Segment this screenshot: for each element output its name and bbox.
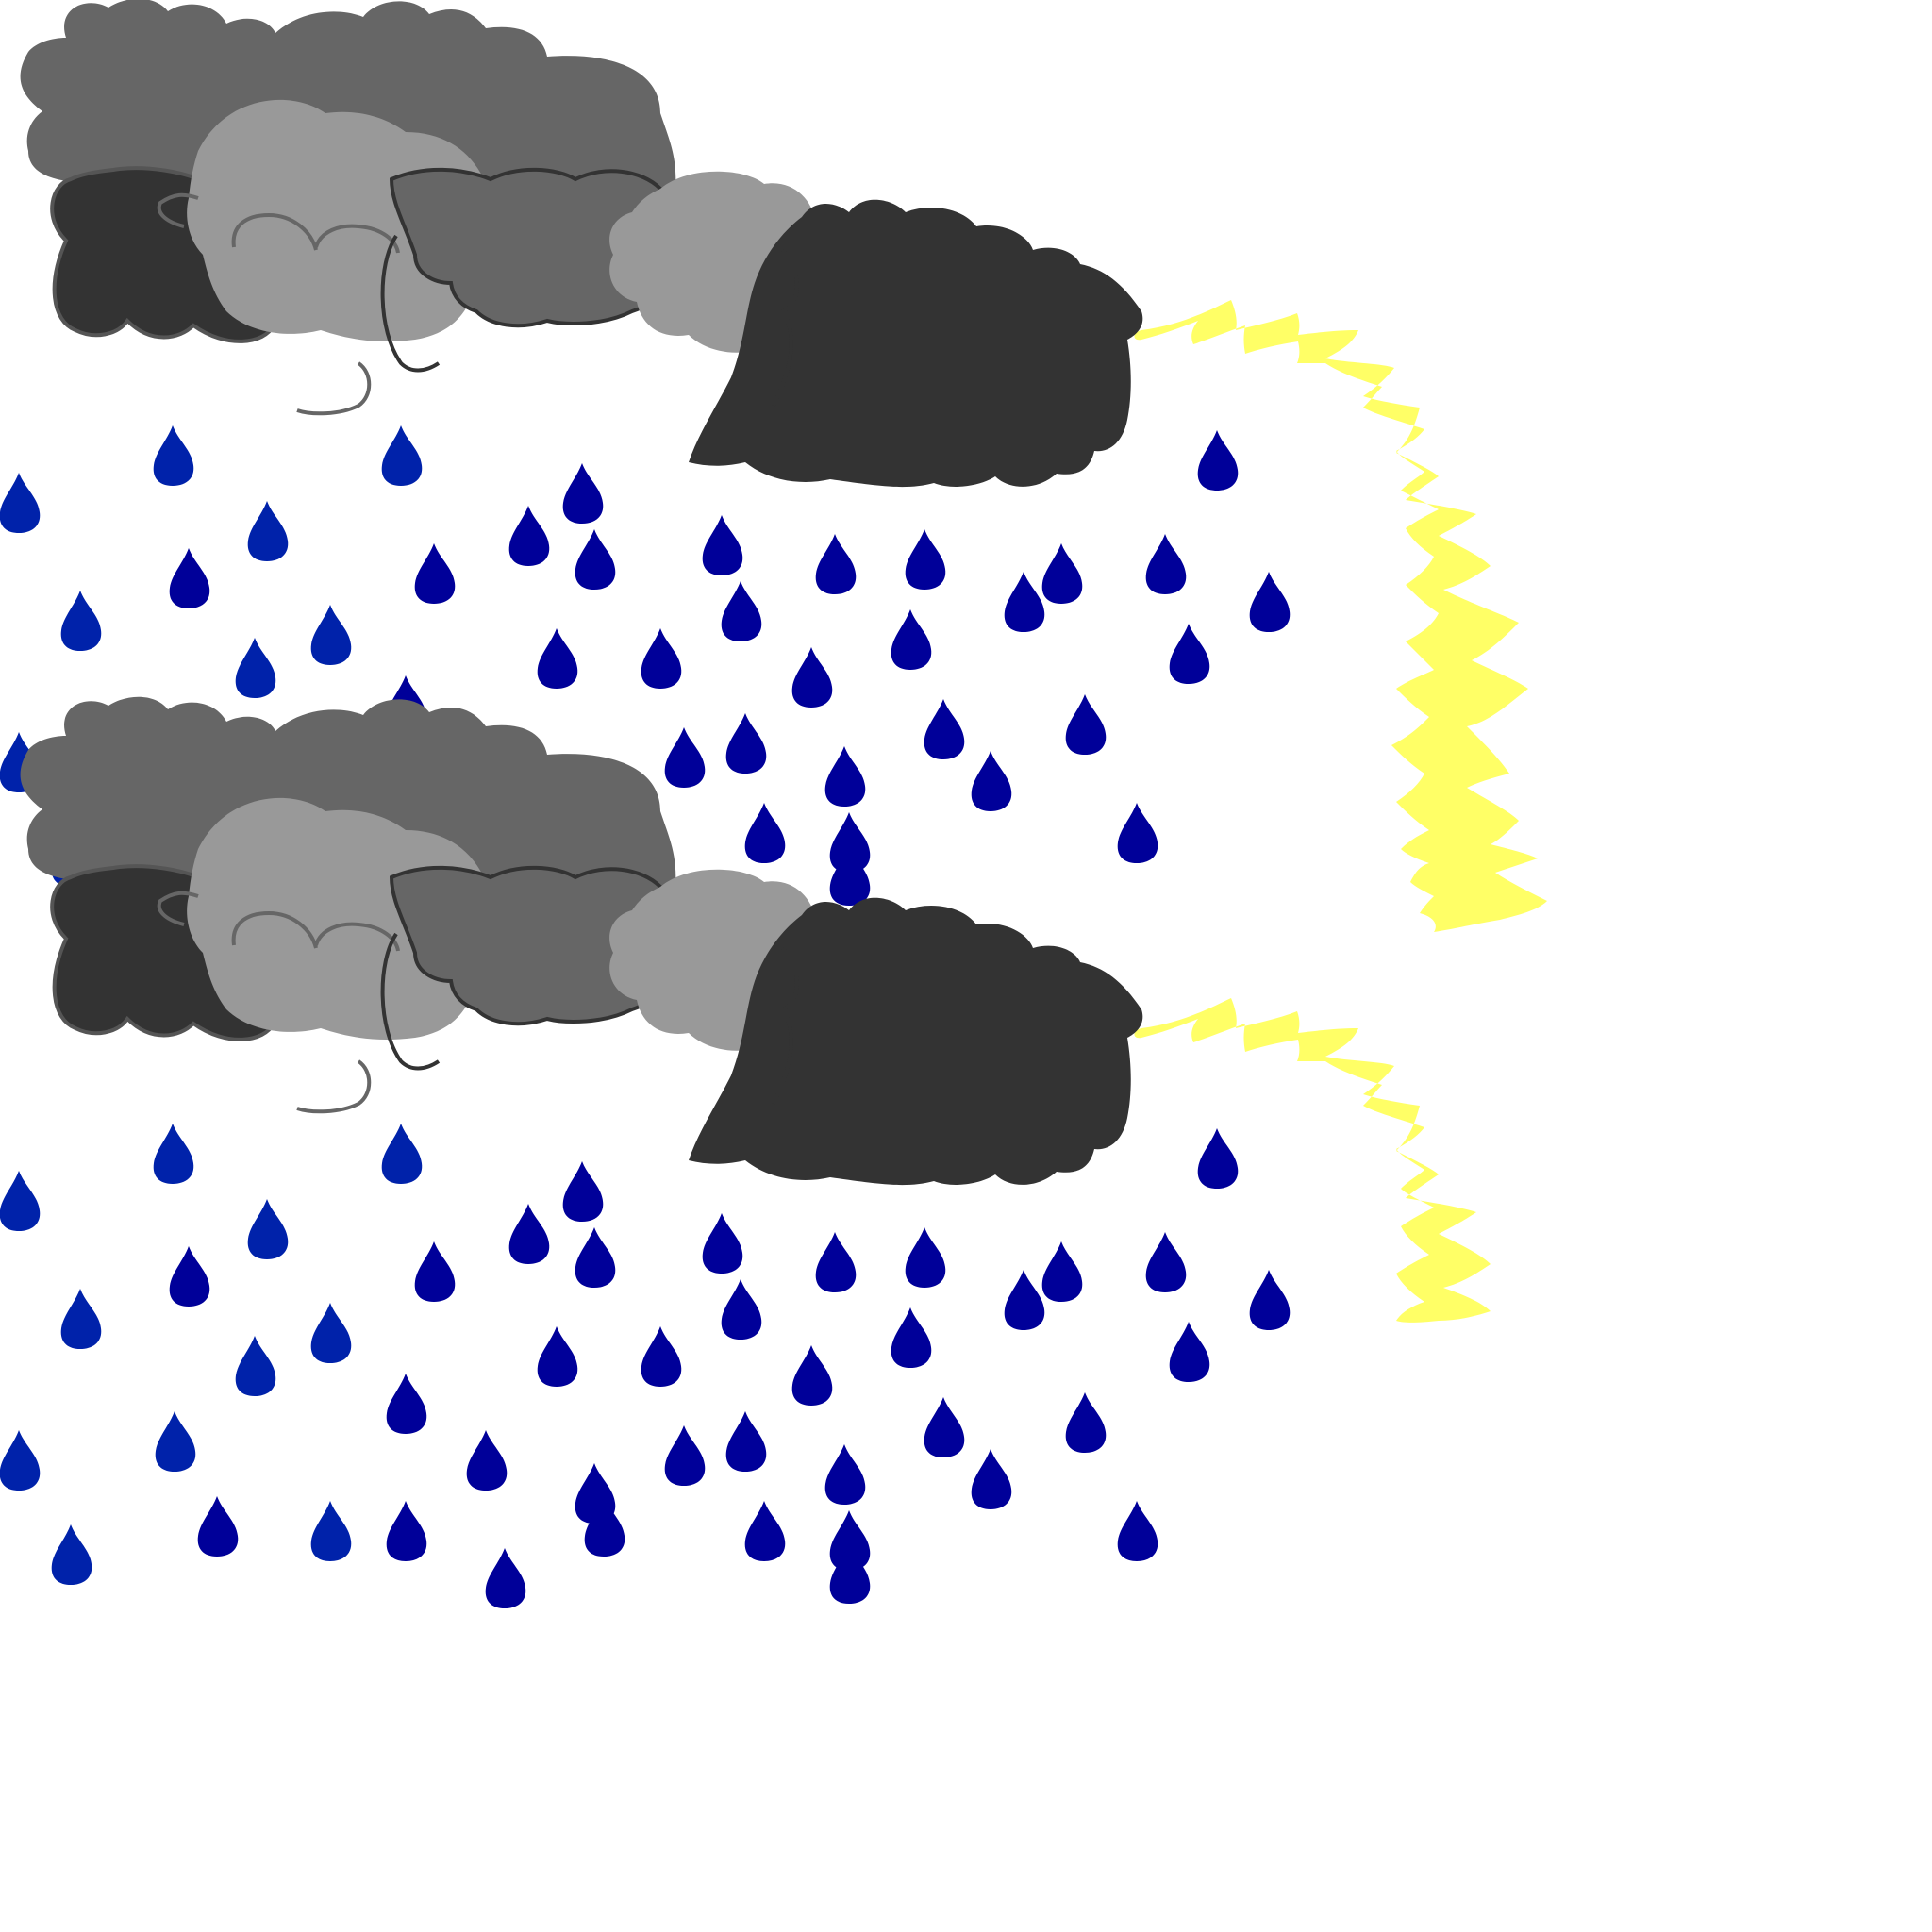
raindrop bbox=[791, 647, 833, 708]
raindrop bbox=[891, 609, 932, 670]
raindrop bbox=[641, 628, 682, 689]
raindrop bbox=[1065, 694, 1107, 755]
raindrop bbox=[0, 473, 41, 533]
lightning-bolt-bottom bbox=[1134, 998, 1491, 1323]
raindrop bbox=[1145, 534, 1187, 594]
storm-cloud-bottom bbox=[18, 694, 1145, 1188]
raindrop bbox=[791, 1345, 833, 1406]
raindrop bbox=[641, 1326, 682, 1387]
raindrop bbox=[924, 699, 965, 759]
raindrop bbox=[824, 1444, 866, 1505]
raindrop bbox=[60, 1289, 102, 1349]
raindrop bbox=[381, 425, 423, 486]
raindrop bbox=[1117, 803, 1158, 863]
raindrop bbox=[414, 543, 456, 604]
raindrop bbox=[169, 548, 210, 608]
raindrop bbox=[1197, 1128, 1239, 1189]
lightning-bolt-top bbox=[1134, 300, 1547, 932]
raindrop bbox=[1041, 1241, 1083, 1302]
raindrop bbox=[744, 803, 786, 863]
raindrop bbox=[0, 1430, 41, 1491]
raindrop bbox=[508, 1204, 550, 1264]
raindrop bbox=[247, 501, 289, 561]
storm-panel-bottom bbox=[0, 694, 1491, 1608]
raindrop bbox=[386, 1374, 427, 1434]
raindrop bbox=[575, 529, 616, 590]
raindrop bbox=[169, 1246, 210, 1307]
raindrop bbox=[537, 628, 578, 689]
rain-bottom bbox=[0, 1124, 1291, 1608]
raindrop bbox=[1117, 1501, 1158, 1561]
raindrop bbox=[1169, 1322, 1210, 1382]
raindrop bbox=[562, 463, 604, 524]
raindrop bbox=[562, 1161, 604, 1222]
raindrop bbox=[1197, 430, 1239, 491]
raindrop bbox=[924, 1397, 965, 1457]
raindrop bbox=[721, 581, 762, 641]
raindrop bbox=[197, 1496, 239, 1557]
raindrop bbox=[725, 1411, 767, 1472]
raindrop bbox=[153, 425, 194, 486]
raindrop bbox=[905, 1227, 946, 1288]
raindrop bbox=[485, 1548, 526, 1608]
raindrop bbox=[310, 1501, 352, 1561]
raindrop bbox=[414, 1241, 456, 1302]
raindrop bbox=[575, 1227, 616, 1288]
raindrop bbox=[905, 529, 946, 590]
raindrop bbox=[1004, 572, 1045, 632]
raindrop bbox=[381, 1124, 423, 1184]
raindrop bbox=[1145, 1232, 1187, 1292]
raindrop bbox=[725, 713, 767, 774]
raindrop bbox=[310, 605, 352, 665]
raindrop bbox=[815, 534, 857, 594]
storm-cloud-top bbox=[18, 0, 1145, 490]
raindrop bbox=[508, 506, 550, 566]
raindrop bbox=[310, 1303, 352, 1363]
raindrop bbox=[664, 1425, 706, 1486]
raindrop bbox=[235, 1336, 276, 1396]
raindrop bbox=[386, 1501, 427, 1561]
raindrop bbox=[1249, 1270, 1291, 1330]
raindrop bbox=[1249, 572, 1291, 632]
raindrop bbox=[971, 1449, 1012, 1509]
raindrop bbox=[702, 515, 743, 575]
raindrop bbox=[664, 727, 706, 788]
raindrop bbox=[1041, 543, 1083, 604]
raindrop bbox=[744, 1501, 786, 1561]
raindrop bbox=[721, 1279, 762, 1340]
raindrop bbox=[466, 1430, 508, 1491]
raindrop bbox=[1169, 624, 1210, 684]
raindrop bbox=[1065, 1392, 1107, 1453]
raindrop bbox=[60, 591, 102, 651]
raindrop bbox=[247, 1199, 289, 1259]
raindrop bbox=[971, 751, 1012, 811]
raindrop bbox=[0, 1171, 41, 1231]
raindrop bbox=[153, 1124, 194, 1184]
raindrop bbox=[51, 1524, 92, 1585]
raindrop bbox=[1004, 1270, 1045, 1330]
raindrop bbox=[891, 1307, 932, 1368]
raindrop bbox=[824, 746, 866, 807]
raindrop bbox=[702, 1213, 743, 1274]
raindrop bbox=[235, 638, 276, 698]
raindrop bbox=[815, 1232, 857, 1292]
raindrop bbox=[155, 1411, 196, 1472]
raindrop bbox=[537, 1326, 578, 1387]
